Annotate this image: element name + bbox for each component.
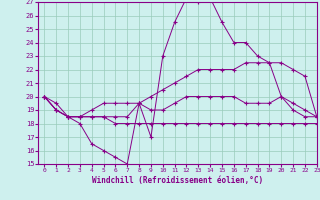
X-axis label: Windchill (Refroidissement éolien,°C): Windchill (Refroidissement éolien,°C)	[92, 176, 263, 185]
